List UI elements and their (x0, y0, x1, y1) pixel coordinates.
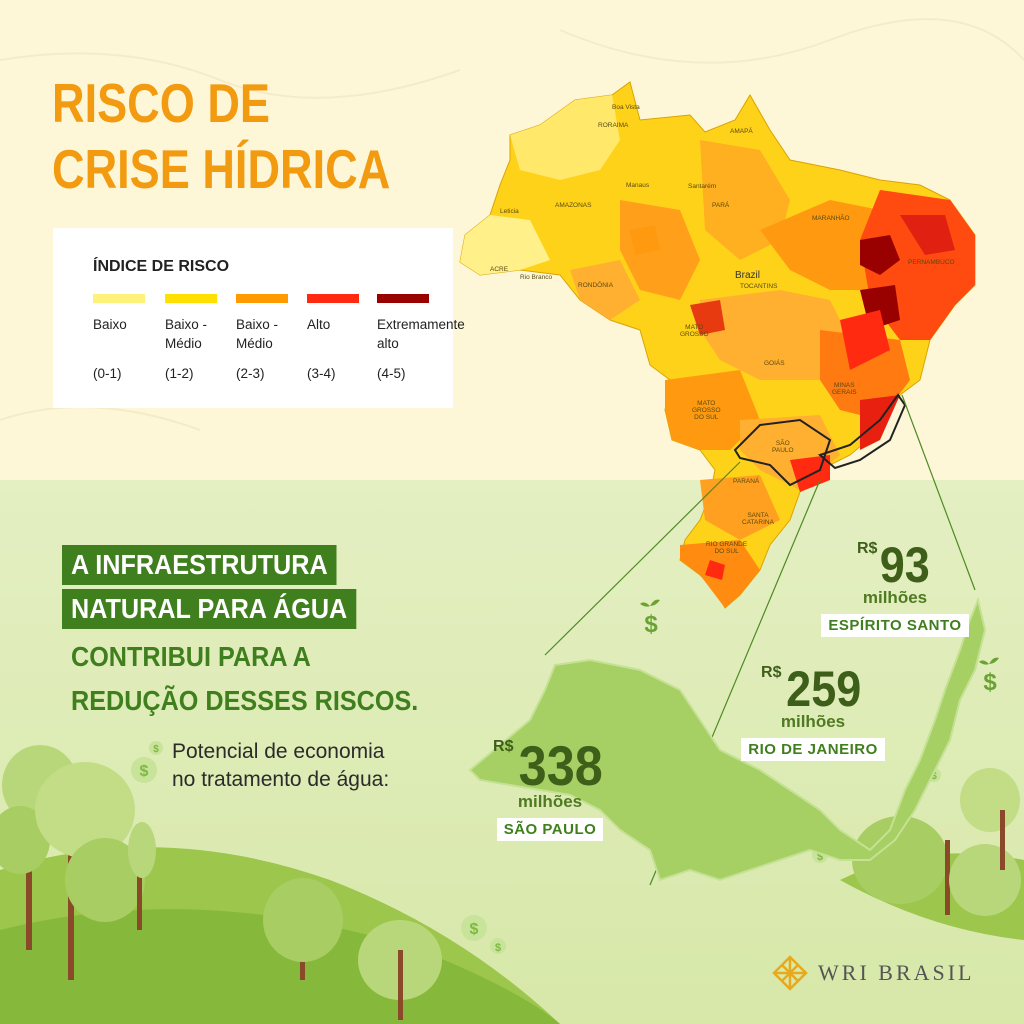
logo-text: WRI BRASIL (818, 960, 975, 985)
savings-unit: milhões (780, 712, 846, 731)
svg-text:$: $ (153, 744, 159, 755)
dollar-sign-icon: $ (490, 938, 506, 954)
dollar-sign-icon: $ (131, 757, 157, 783)
legend-swatch (307, 294, 359, 303)
headline-highlight-1: A INFRAESTRUTURA (62, 545, 337, 585)
zoomed-region-map (468, 596, 987, 882)
savings-rio-de-janeiro: R$259 milhões RIO DE JANEIRO (728, 664, 898, 761)
svg-text:$: $ (495, 942, 501, 954)
potential-line-1: Potencial de economia (172, 740, 385, 763)
dollar-sign-icon: $ (149, 741, 163, 755)
legend-range: (0-1) (93, 366, 122, 381)
savings-value: 338 (518, 734, 603, 797)
page-title: RISCO DE CRISE HÍDRICA (52, 70, 390, 202)
savings-value: 259 (785, 661, 861, 717)
legend-range: (4-5) (377, 366, 406, 381)
svg-text:$: $ (140, 763, 149, 780)
headline-highlight-2: NATURAL PARA ÁGUA (62, 589, 357, 629)
trees (0, 745, 1021, 1020)
headline: A INFRAESTRUTURA NATURAL PARA ÁGUA CONTR… (62, 545, 458, 721)
legend-item-baixo-medio-1: Baixo - Médio (1-2) (165, 294, 235, 381)
legend-range: (2-3) (236, 366, 265, 381)
brazil-risk-map (459, 81, 976, 886)
legend-item-baixo: Baixo (0-1) (93, 294, 163, 381)
legend-range: (1-2) (165, 366, 194, 381)
svg-text:$: $ (470, 921, 479, 938)
headline-line-3: CONTRIBUI PARA A (71, 641, 311, 672)
savings-value: 93 (880, 537, 931, 593)
legend-item-extremamente-alto: Extremamente alto (4-5) (377, 294, 465, 381)
currency-symbol: R$ (761, 664, 782, 681)
risk-legend: ÍNDICE DE RISCO Baixo (0-1) Baixo - Médi… (53, 228, 465, 408)
savings-unit: milhões (862, 588, 928, 607)
savings-unit: milhões (517, 792, 583, 811)
potential-savings-text: Potencial de economia no tratamento de á… (172, 738, 389, 794)
legend-swatch (165, 294, 217, 303)
svg-text:$: $ (644, 611, 658, 638)
highlight-border-sp (733, 418, 832, 487)
legend-item-baixo-medio-2: Baixo - Médio (2-3) (236, 294, 306, 381)
currency-symbol: R$ (493, 738, 514, 755)
tree-icon (128, 822, 156, 930)
legend-label: Extremamente alto (377, 317, 465, 351)
legend-swatch (93, 294, 145, 303)
state-label: RIO DE JANEIRO (741, 738, 885, 761)
legend-label: Baixo - Médio (165, 317, 208, 351)
currency-symbol: R$ (856, 540, 878, 557)
dollar-sign-icon: $ (979, 657, 999, 696)
highlight-border-rj-es (818, 393, 907, 470)
dollar-sign-icon: $ (461, 915, 487, 941)
legend-swatch (377, 294, 429, 303)
title-line-2: CRISE HÍDRICA (52, 138, 391, 200)
legend-label: Baixo (93, 317, 127, 332)
legend-title: ÍNDICE DE RISCO (93, 258, 230, 275)
legend-label: Alto (307, 317, 331, 332)
legend-label: Baixo - Médio (236, 317, 279, 351)
wri-logo-icon (772, 955, 808, 991)
title-line-1: RISCO DE (52, 72, 271, 134)
dollar-sign-icon: $ (640, 599, 660, 638)
state-label: SÃO PAULO (496, 818, 604, 841)
headline-line-4: REDUÇÃO DESSES RISCOS. (71, 685, 419, 716)
svg-text:$: $ (931, 771, 937, 782)
tree-icon (358, 920, 442, 1020)
state-label: ESPÍRITO SANTO (821, 614, 969, 637)
potential-line-2: no tratamento de água: (172, 768, 390, 791)
wri-brasil-logo: WRI BRASIL (772, 955, 975, 991)
savings-sao-paulo: R$338 milhões SÃO PAULO (480, 738, 620, 841)
svg-text:$: $ (983, 669, 997, 696)
tree-icon (35, 762, 145, 980)
tree-icon (263, 878, 343, 980)
savings-espirito-santo: R$93 milhões ESPÍRITO SANTO (810, 540, 980, 637)
legend-range: (3-4) (307, 366, 336, 381)
tree-icon (852, 768, 1021, 916)
legend-swatch (236, 294, 288, 303)
svg-text:$: $ (817, 851, 823, 863)
legend-item-alto: Alto (3-4) (307, 294, 377, 381)
